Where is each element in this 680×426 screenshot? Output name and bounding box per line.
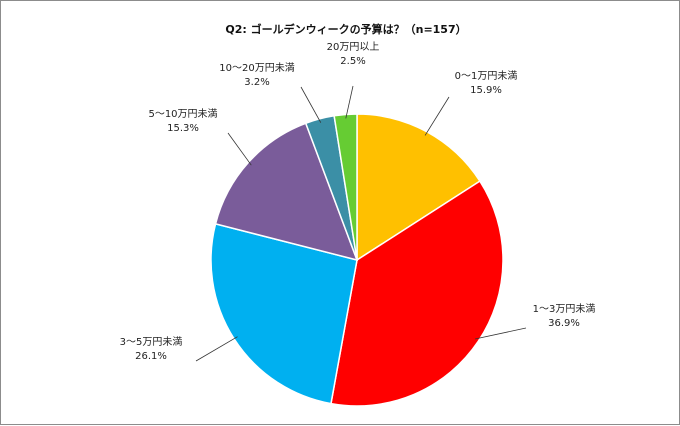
pie-slice-5 xyxy=(333,113,358,261)
leader-line-0 xyxy=(424,96,450,136)
leader-lines xyxy=(195,85,527,362)
leader-line-3 xyxy=(227,132,252,166)
slice-category-label-4: 10～20万円未満 xyxy=(219,62,294,74)
pie-slices xyxy=(210,113,504,407)
leader-line-2 xyxy=(195,336,238,362)
slice-category-label-3: 5～10万円未満 xyxy=(148,108,217,120)
slice-value-label-1: 36.9% xyxy=(548,318,580,329)
leader-line-5 xyxy=(345,85,354,119)
slice-labels: 0～1万円未満 15.9% 1～3万円未満 36.9% 3～5万円未満 26.1% 5～10… xyxy=(120,41,596,362)
chart-title: Q2: ゴールデンウィークの予算は？（n=157） xyxy=(225,22,466,36)
slice-category-label-1: 1～3万円未満 xyxy=(533,303,596,315)
leader-line-4 xyxy=(300,86,322,123)
pie-slice-1 xyxy=(330,180,504,407)
slice-value-label-0: 15.9% xyxy=(470,85,502,96)
pie-slice-3 xyxy=(214,122,359,262)
slice-value-label-3: 15.3% xyxy=(167,123,199,134)
slice-category-label-0: 0～1万円未満 xyxy=(455,70,518,82)
slice-value-label-4: 3.2% xyxy=(244,77,269,88)
slice-category-label-2: 3～5万円未満 xyxy=(120,336,183,348)
slice-value-label-2: 26.1% xyxy=(135,351,167,362)
leader-line-1 xyxy=(474,327,527,340)
slice-category-label-5: 20万円以上 xyxy=(327,41,380,53)
slice-value-label-5: 2.5% xyxy=(340,56,365,67)
